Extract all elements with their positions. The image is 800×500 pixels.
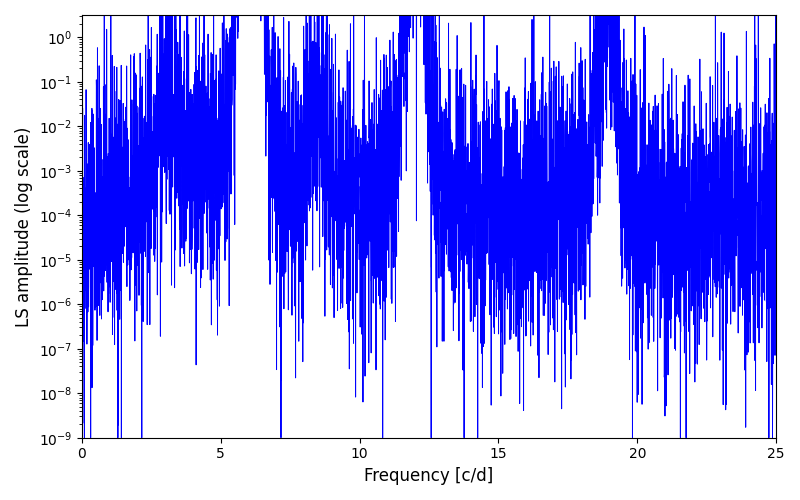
X-axis label: Frequency [c/d]: Frequency [c/d] <box>364 467 494 485</box>
Y-axis label: LS amplitude (log scale): LS amplitude (log scale) <box>15 126 33 326</box>
